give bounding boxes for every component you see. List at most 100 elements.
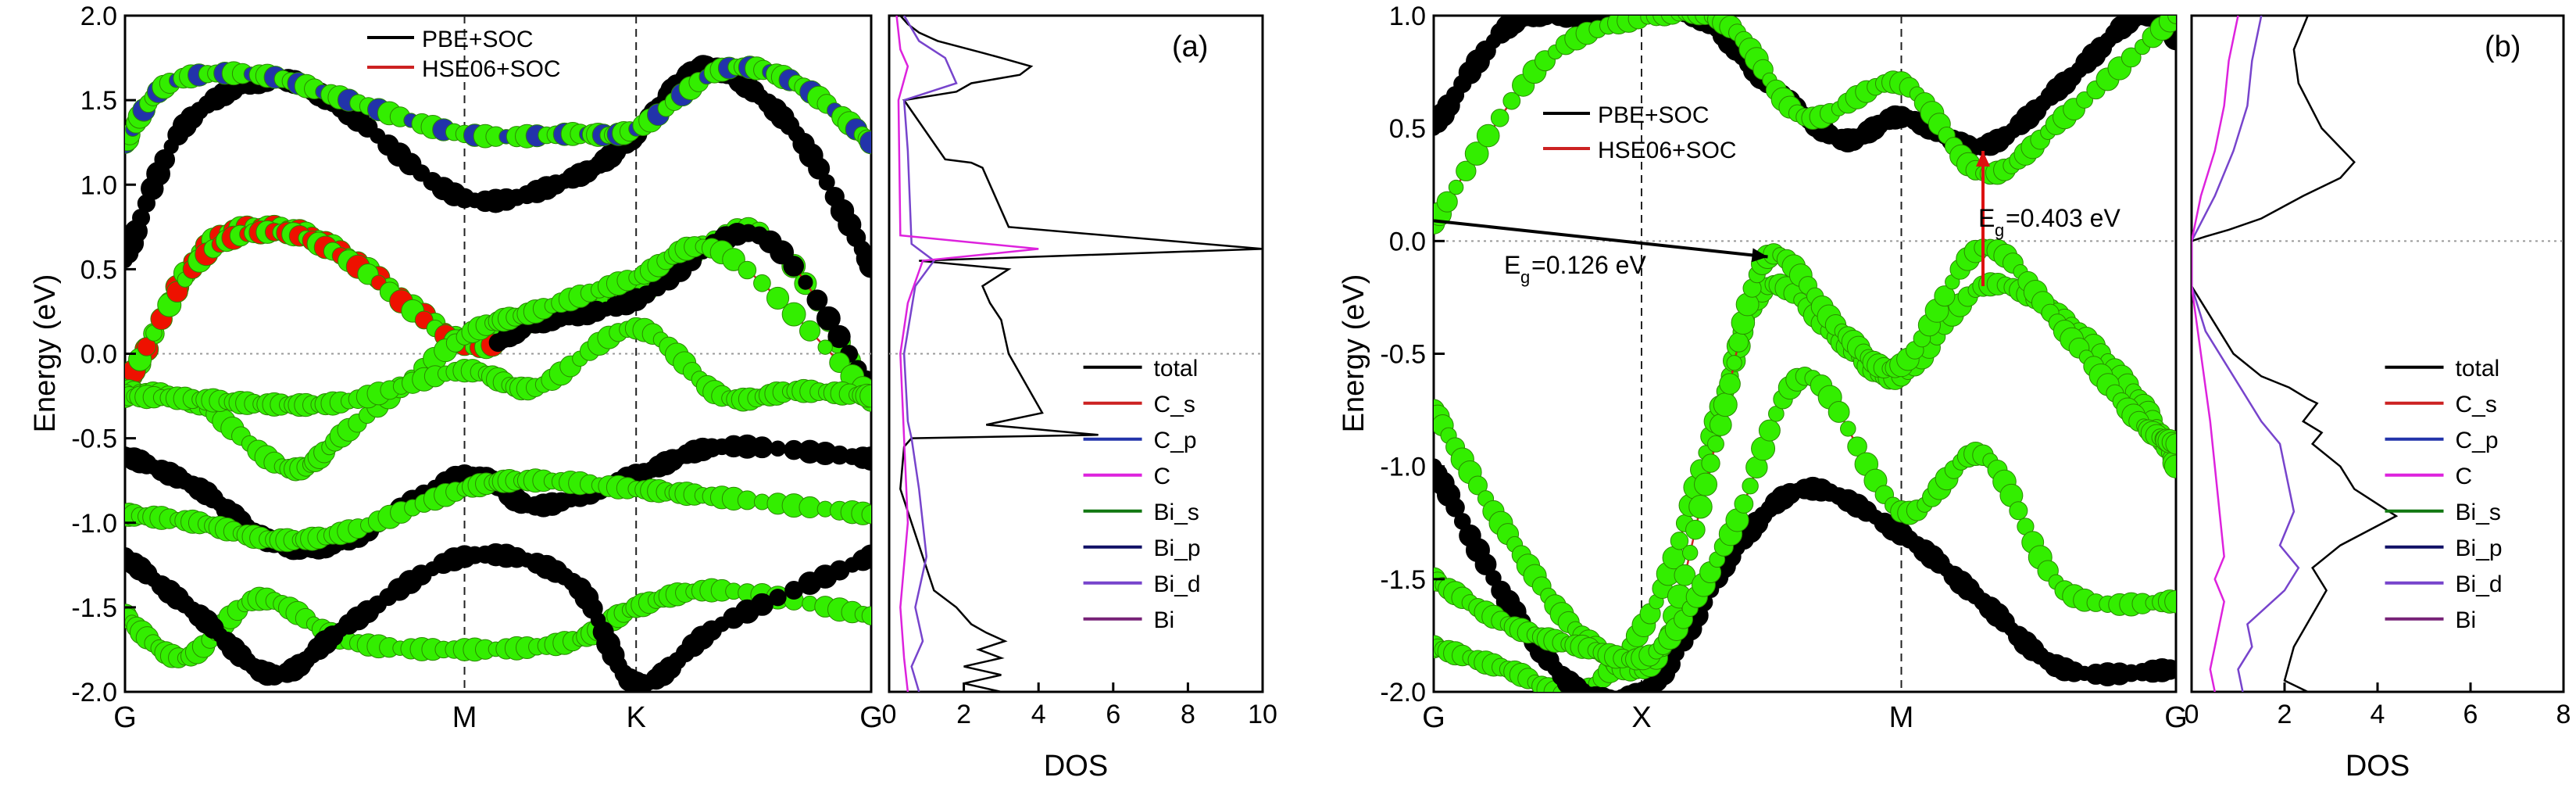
panel-a-axes: -2.0 -1.5 -1.0 -0.5 0.0 0.5 1.0 1.5 2.0 G M K G: [71, 2, 882, 734]
a-dos-xtick-label: 4: [1031, 700, 1046, 729]
b-ytick-label: -2.0: [1380, 678, 1426, 707]
b-band-point: [1713, 392, 1738, 417]
a-kpoint-label: G: [113, 701, 137, 734]
a-dos-curve-total: [899, 16, 1263, 692]
a-dos-legend-label: Bi_d: [1154, 571, 1201, 597]
gap-hse-sub: g: [1995, 220, 2004, 240]
b-dos-xtick-label: 0: [2185, 700, 2199, 729]
b-band-point: [1685, 519, 1706, 540]
a-band-point: [753, 274, 771, 292]
b-band-point: [1502, 91, 1521, 110]
legend-hse-label: HSE06+SOC: [422, 56, 561, 82]
b-band-point: [1456, 160, 1477, 181]
b-band-point: [2167, 16, 2176, 24]
a-ytick-label: 0.5: [80, 255, 117, 285]
legend-b-pbe-label: PBE+SOC: [1598, 102, 1710, 128]
legend-b-hse-label: HSE06+SOC: [1598, 138, 1737, 163]
b-band-point: [1674, 564, 1696, 586]
b-band-point: [1758, 419, 1781, 442]
b-ytick-label: -1.5: [1380, 565, 1426, 595]
a-dos-legend-label: Bi_s: [1154, 500, 1199, 525]
b-dos-legend-label: Bi_d: [2456, 571, 2503, 597]
b-gap-arrowhead: [1751, 248, 1768, 263]
b-band-point: [1827, 401, 1850, 423]
a-kpoint-label: G: [859, 701, 883, 734]
b-band-point: [2163, 454, 2176, 478]
a-band-point: [827, 324, 851, 349]
b-band-point: [1490, 109, 1510, 127]
b-kpoint-label: X: [1631, 701, 1651, 734]
b-dos-xtick-label: 2: [2278, 700, 2292, 729]
panel-a-band-structure: -2.0 -1.5 -1.0 -0.5 0.0 0.5 1.0 1.5 2.0 G M K G Ener…: [29, 2, 883, 734]
gap-pbe-prefix: E: [1504, 251, 1520, 279]
b-band-point: [1467, 475, 1488, 496]
b-dos-legend-label: total: [2456, 356, 2500, 381]
gap-hse-prefix: E: [1978, 204, 1995, 232]
a-band-point: [769, 589, 787, 607]
b-dos-curve-C: [2192, 16, 2239, 692]
b-band-point: [1840, 421, 1856, 437]
a-dos-legend-label: total: [1154, 356, 1199, 381]
a-band-point: [737, 490, 757, 510]
b-band-point: [1436, 191, 1458, 213]
a-dos-curve-Bi_d: [902, 16, 958, 692]
b-dos-xtick-label: 8: [2556, 700, 2571, 729]
legend-pbe-label: PBE+SOC: [422, 27, 534, 52]
gap-pbe-sub: g: [1520, 267, 1530, 287]
b-ytick-label: 0.5: [1389, 114, 1426, 144]
panel-b-dos-curves: [2192, 16, 2563, 692]
b-band-point: [1707, 435, 1724, 453]
gap-hse-value: =0.403 eV: [2006, 204, 2120, 232]
panel-b-legend: PBE+SOC HSE06+SOC: [1543, 102, 1737, 163]
a-band-point: [798, 274, 813, 290]
a-band-point: [818, 174, 835, 191]
b-ytick-label: -1.0: [1380, 453, 1426, 482]
b-band-point: [2120, 47, 2142, 68]
a-dos-legend-label: C: [1154, 464, 1171, 489]
a-dos-xtick-label: 6: [1106, 700, 1120, 729]
panel-a-dos-axes: 0 2 4 6 8 10: [882, 682, 1277, 729]
a-band-point: [816, 306, 841, 331]
b-band-point: [1445, 497, 1465, 518]
b-dos-legend-label: C_p: [2456, 428, 2499, 453]
b-band-point: [1448, 179, 1464, 195]
panel-b-dos-frame: [2190, 14, 2565, 693]
a-ytick-label: 1.5: [80, 86, 117, 116]
b-band-point: [1934, 285, 1956, 307]
b-dos-xtick-label: 4: [2371, 700, 2385, 729]
b-band-point: [1464, 141, 1489, 166]
a-dos-curve-C: [895, 16, 1039, 692]
b-band-point: [1609, 693, 1624, 707]
a-band-point: [806, 289, 828, 311]
a-band-point: [859, 446, 871, 471]
b-ytick-label: 1.0: [1389, 2, 1426, 31]
b-band-line: [1434, 375, 2176, 661]
a-band-point: [859, 384, 871, 408]
b-band-point: [2009, 501, 2028, 521]
panel-a-bands: [125, 16, 871, 692]
b-dos-legend-label: C_s: [2456, 392, 2497, 417]
a-dos-xtick-label: 10: [1248, 700, 1277, 729]
a-band-point: [859, 253, 871, 278]
a-band-point: [770, 440, 786, 457]
b-dos-legend-label: Bi_p: [2456, 535, 2503, 561]
b-band-point: [1688, 494, 1713, 519]
b-band-point: [1709, 414, 1732, 436]
panel-b-tag: (b): [2485, 30, 2521, 63]
a-dos-legend-label: Bi: [1154, 607, 1175, 633]
panel-a-dos: 0 2 4 6 8 10 (a) DOS total C_s C_p C Bi_s Bi_p Bi_d…: [882, 14, 1277, 783]
b-kpoint-label: G: [1422, 701, 1445, 734]
a-band-point: [137, 337, 156, 356]
panel-a-tag: (a): [1172, 30, 1208, 63]
a-dos-xtick-label: 2: [956, 700, 971, 729]
panel-a-dos-xlabel: DOS: [1044, 750, 1108, 783]
a-ytick-label: 0.0: [80, 340, 117, 370]
a-band-point: [861, 504, 871, 525]
b-dos-curve-total: [2192, 16, 2399, 692]
a-band-point: [799, 320, 821, 342]
a-band-point: [808, 157, 831, 180]
b-dos-curve-Bi_d: [2192, 16, 2300, 692]
a-ytick-label: -2.0: [71, 678, 117, 707]
b-band-point: [1742, 478, 1759, 495]
